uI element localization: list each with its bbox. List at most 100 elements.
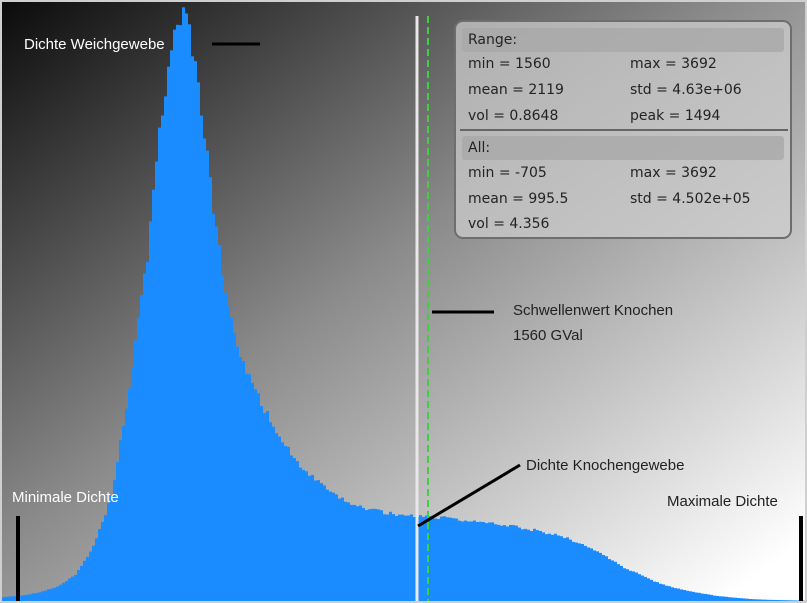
histogram-bar: [50, 588, 53, 601]
histogram-bar: [224, 292, 227, 601]
histogram-bar: [587, 547, 590, 601]
histogram-bar: [170, 50, 173, 601]
histogram-bar: [722, 596, 725, 601]
histogram-bar: [578, 543, 581, 601]
histogram-bar: [143, 273, 146, 601]
histogram-bar: [674, 588, 677, 601]
histogram-bar: [557, 535, 560, 601]
histogram-bar: [11, 596, 14, 601]
histogram-bar: [305, 471, 308, 601]
histogram-bar: [134, 340, 137, 601]
histogram-bar: [458, 520, 461, 601]
histogram-bar: [83, 560, 86, 601]
histogram-bar: [140, 295, 143, 601]
histogram-bar: [635, 572, 638, 601]
histogram-bar: [758, 599, 761, 601]
histogram-bars: [2, 7, 805, 601]
histogram-bar: [371, 508, 374, 601]
histogram-bar: [125, 408, 128, 601]
histogram-bar: [590, 548, 593, 601]
histogram-bar: [509, 524, 512, 601]
histogram-bar: [761, 599, 764, 601]
histogram-bar: [266, 411, 269, 601]
histogram-bar: [695, 592, 698, 601]
all-max: max = 3692: [630, 165, 717, 181]
histogram-bar: [221, 275, 224, 601]
histogram-bar: [644, 576, 647, 601]
histogram-bar: [461, 521, 464, 601]
histogram-bar: [107, 503, 110, 601]
histogram-bar: [29, 594, 32, 601]
histogram-bar: [80, 565, 83, 601]
histogram-bar: [755, 599, 758, 601]
histogram-bar: [77, 570, 80, 601]
statistics-panel: Range: min = 1560 max = 3692 mean = 2119…: [454, 20, 792, 239]
histogram-bar: [476, 522, 479, 601]
histogram-bar: [5, 596, 8, 601]
histogram-bar: [683, 590, 686, 601]
histogram-bar: [62, 582, 65, 601]
histogram-bar: [566, 537, 569, 601]
histogram-bar: [230, 317, 233, 601]
histogram-bar: [320, 483, 323, 601]
histogram-bar: [548, 533, 551, 601]
histogram-bar: [389, 511, 392, 601]
histogram-bar: [332, 492, 335, 601]
histogram-bar: [302, 469, 305, 601]
histogram-bar: [713, 595, 716, 601]
histogram-bar: [380, 510, 383, 601]
histogram-bar: [752, 599, 755, 601]
histogram-bar: [248, 374, 251, 601]
histogram-bar: [38, 592, 41, 601]
histogram-bar: [278, 436, 281, 601]
histogram-bar: [410, 514, 413, 601]
histogram-bar: [326, 489, 329, 601]
histogram-bar: [692, 591, 695, 601]
histogram-bar: [791, 600, 794, 601]
histogram-bar: [536, 530, 539, 601]
histogram-bar: [101, 521, 104, 601]
histogram-bar: [764, 599, 767, 601]
histogram-bar: [776, 600, 779, 601]
histogram-bar: [323, 485, 326, 601]
histogram-bar: [464, 520, 467, 601]
histogram-bar: [158, 127, 161, 601]
histogram-bar: [425, 515, 428, 601]
histogram-bar: [788, 600, 791, 601]
range-vol: vol = 0.8648: [468, 108, 559, 124]
histogram-bar: [20, 595, 23, 601]
histogram-bar: [188, 24, 191, 601]
histogram-bar: [257, 393, 260, 601]
histogram-bar: [239, 356, 242, 601]
histogram-bar: [317, 480, 320, 601]
bone-tissue-density-label: Dichte Knochengewebe: [526, 457, 685, 474]
histogram-bar: [86, 556, 89, 601]
histogram-bar: [377, 509, 380, 601]
histogram-bar: [293, 458, 296, 601]
histogram-bar: [392, 514, 395, 601]
histogram-bar: [749, 598, 752, 601]
histogram-bar: [386, 514, 389, 601]
histogram-bar: [152, 189, 155, 601]
histogram-bar: [122, 426, 125, 601]
histogram-bar: [626, 569, 629, 601]
histogram-bar: [686, 590, 689, 601]
histogram-bar: [296, 461, 299, 601]
histogram-bar: [374, 508, 377, 601]
soft-tissue-density-label: Dichte Weichgewebe: [24, 36, 165, 53]
histogram-bar: [638, 574, 641, 601]
histogram-bar: [719, 596, 722, 601]
histogram-bar: [647, 578, 650, 601]
histogram-bar: [260, 406, 263, 601]
histogram-bar: [671, 587, 674, 601]
histogram-bar: [569, 539, 572, 601]
histogram-bar: [194, 61, 197, 601]
histogram-bar: [707, 594, 710, 601]
histogram-bar: [113, 480, 116, 601]
histogram-bar: [2, 597, 5, 601]
histogram-bar: [368, 509, 371, 601]
histogram-bar: [131, 368, 134, 601]
histogram-bar: [449, 517, 452, 601]
histogram-bar: [662, 584, 665, 601]
